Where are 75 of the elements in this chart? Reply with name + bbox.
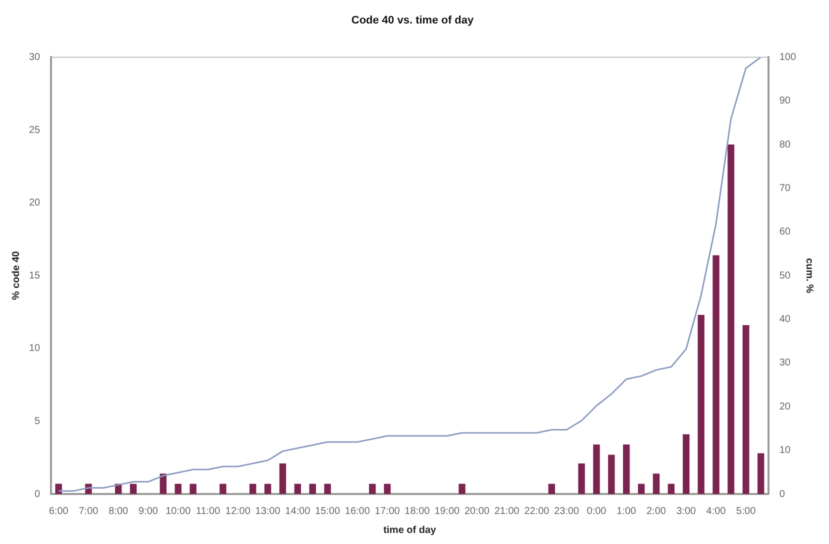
x-tick-label: 13:00 — [255, 506, 281, 517]
x-axis-title: time of day — [383, 524, 437, 536]
bar — [279, 463, 286, 494]
bar — [548, 484, 556, 494]
x-tick-label: 20:00 — [464, 506, 490, 517]
bar — [698, 314, 704, 494]
y-tick-label: 5 — [34, 416, 41, 427]
x-tick-label: 16:00 — [344, 506, 370, 517]
x-tick-label: 1:00 — [616, 506, 637, 517]
bar — [264, 484, 272, 494]
bar — [220, 484, 226, 494]
x-tick-label: 10:00 — [166, 506, 192, 517]
x-tick-label: 21:00 — [494, 506, 520, 517]
bar — [682, 434, 690, 494]
bar — [742, 325, 750, 494]
bar — [384, 484, 391, 494]
x-tick-label: 17:00 — [374, 506, 400, 517]
y2-tick-label: 80 — [779, 139, 791, 150]
bar — [728, 144, 734, 494]
y2-tick-label: 30 — [779, 358, 791, 369]
bar — [174, 484, 182, 494]
x-tick-label: 11:00 — [196, 506, 221, 517]
x-tick-label: 12:00 — [225, 506, 251, 517]
y-tick-label: 25 — [29, 124, 41, 136]
y2-tick-label: 0 — [779, 488, 786, 500]
bar — [668, 484, 675, 494]
y-tick-label: 15 — [29, 270, 41, 282]
bar — [712, 255, 720, 494]
bar — [623, 444, 630, 494]
bar — [458, 484, 466, 494]
bar — [160, 474, 167, 494]
x-tick-label: 3:00 — [676, 506, 696, 517]
bar — [249, 484, 256, 494]
bar — [130, 484, 137, 494]
y2-tick-label: 60 — [779, 226, 791, 238]
y2-axis-title: cum. % — [803, 258, 814, 294]
x-tick-label: 19:00 — [434, 506, 460, 517]
y-tick-label: 20 — [29, 198, 41, 209]
bar — [593, 444, 600, 494]
x-tick-label: 14:00 — [285, 506, 311, 517]
y-tick-label: 30 — [29, 52, 41, 63]
bar — [294, 484, 302, 494]
y2-tick-label: 40 — [779, 314, 791, 326]
y-axis-title: % code 40 — [10, 250, 22, 300]
bar — [190, 484, 196, 494]
bar — [324, 484, 331, 494]
y2-tick-label: 50 — [779, 270, 791, 282]
y-tick-label: 0 — [34, 488, 41, 500]
x-tick-label: 9:00 — [138, 506, 158, 517]
x-tick-label: 23:00 — [554, 506, 580, 517]
y-tick-label: 10 — [29, 343, 41, 354]
bar — [757, 453, 764, 494]
bar — [369, 484, 376, 494]
chart-title: Code 40 vs. time of day — [351, 14, 475, 27]
x-tick-label: 0:00 — [586, 506, 607, 517]
x-tick-label: 5:00 — [736, 506, 756, 517]
y2-tick-label: 20 — [779, 401, 791, 412]
bar — [638, 484, 645, 494]
x-tick-label: 7:00 — [78, 506, 99, 517]
y2-tick-label: 10 — [779, 445, 791, 456]
x-tick-label: 8:00 — [108, 506, 129, 517]
y2-tick-label: 70 — [779, 182, 791, 194]
x-tick-label: 22:00 — [524, 506, 550, 517]
bar — [55, 484, 62, 494]
bar — [652, 474, 660, 494]
x-tick-label: 18:00 — [404, 506, 430, 517]
x-tick-label: 4:00 — [706, 506, 726, 517]
x-tick-label: 6:00 — [48, 506, 69, 517]
x-tick-label: 2:00 — [646, 506, 666, 517]
bar — [578, 463, 585, 494]
y2-tick-label: 90 — [779, 96, 791, 107]
x-tick-label: 15:00 — [315, 506, 340, 517]
bar — [608, 454, 615, 494]
bar — [309, 484, 316, 494]
y2-tick-label: 100 — [779, 52, 796, 63]
